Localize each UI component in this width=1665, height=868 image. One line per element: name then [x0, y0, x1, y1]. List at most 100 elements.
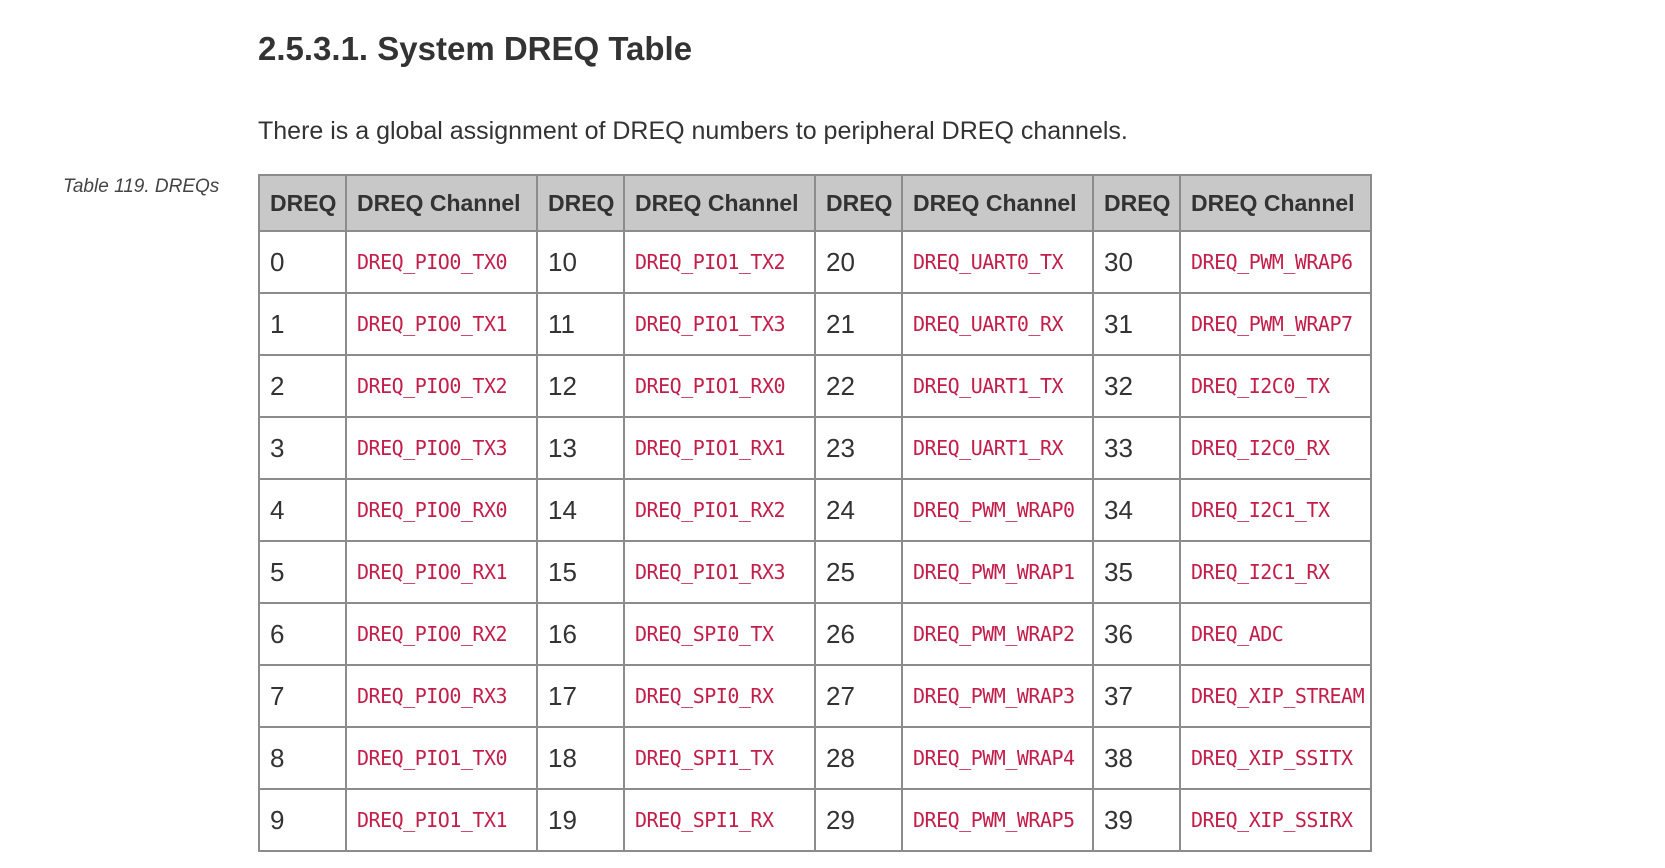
dreq-channel-cell: DREQ_PWM_WRAP7 [1179, 292, 1372, 356]
dreq-channel-cell: DREQ_UART1_TX [901, 354, 1094, 418]
table-row: 9 DREQ_PIO1_TX1 19 DREQ_SPI1_RX 29 DREQ_PWM_W… [258, 788, 1372, 852]
dreq-channel-cell: DREQ_PIO1_TX1 [345, 788, 538, 852]
dreq-number-cell: 39 [1092, 788, 1181, 852]
dreq-channel-cell: DREQ_XIP_STREAM [1179, 664, 1372, 728]
dreq-number-cell: 6 [258, 602, 347, 666]
dreq-channel-cell: DREQ_XIP_SSIRX [1179, 788, 1372, 852]
dreq-number-cell: 3 [258, 416, 347, 480]
dreq-channel-cell: DREQ_PWM_WRAP6 [1179, 230, 1372, 294]
dreq-number-cell: 23 [814, 416, 903, 480]
dreq-channel-cell: DREQ_ADC [1179, 602, 1372, 666]
header-dreq-channel: DREQ Channel [623, 174, 816, 232]
section-heading: 2.5.3.1. System DREQ Table [258, 30, 693, 67]
dreq-channel-cell: DREQ_PIO1_RX2 [623, 478, 816, 542]
dreq-number-cell: 38 [1092, 726, 1181, 790]
dreq-channel-cell: DREQ_UART1_RX [901, 416, 1094, 480]
dreq-number-cell: 35 [1092, 540, 1181, 604]
dreq-number-cell: 13 [536, 416, 625, 480]
dreq-channel-cell: DREQ_PWM_WRAP1 [901, 540, 1094, 604]
dreq-channel-cell: DREQ_PWM_WRAP5 [901, 788, 1094, 852]
dreq-channel-cell: DREQ_PIO1_TX0 [345, 726, 538, 790]
dreq-number-cell: 11 [536, 292, 625, 356]
dreq-channel-cell: DREQ_XIP_SSITX [1179, 726, 1372, 790]
dreq-channel-cell: DREQ_PWM_WRAP4 [901, 726, 1094, 790]
header-dreq: DREQ [258, 174, 347, 232]
header-dreq: DREQ [814, 174, 903, 232]
dreq-channel-cell: DREQ_PIO1_RX3 [623, 540, 816, 604]
table-row: 5 DREQ_PIO0_RX1 15 DREQ_PIO1_RX3 25 DREQ_PWM_… [258, 540, 1372, 604]
dreq-channel-cell: DREQ_I2C0_RX [1179, 416, 1372, 480]
header-dreq-channel: DREQ Channel [345, 174, 538, 232]
dreq-number-cell: 21 [814, 292, 903, 356]
dreq-number-cell: 10 [536, 230, 625, 294]
dreq-number-cell: 16 [536, 602, 625, 666]
table-row: 3 DREQ_PIO0_TX3 13 DREQ_PIO1_RX1 23 DREQ_UART… [258, 416, 1372, 480]
dreq-number-cell: 14 [536, 478, 625, 542]
header-dreq: DREQ [1092, 174, 1181, 232]
dreq-number-cell: 4 [258, 478, 347, 542]
dreq-channel-cell: DREQ_PIO1_RX0 [623, 354, 816, 418]
dreq-number-cell: 0 [258, 230, 347, 294]
dreq-number-cell: 37 [1092, 664, 1181, 728]
dreq-channel-cell: DREQ_UART0_TX [901, 230, 1094, 294]
dreq-channel-cell: DREQ_SPI0_TX [623, 602, 816, 666]
dreq-channel-cell: DREQ_PIO0_TX2 [345, 354, 538, 418]
dreq-number-cell: 34 [1092, 478, 1181, 542]
dreq-channel-cell: DREQ_UART0_RX [901, 292, 1094, 356]
dreq-number-cell: 9 [258, 788, 347, 852]
dreq-number-cell: 17 [536, 664, 625, 728]
dreq-channel-cell: DREQ_PIO1_TX2 [623, 230, 816, 294]
dreq-number-cell: 8 [258, 726, 347, 790]
dreq-channel-cell: DREQ_PIO0_TX3 [345, 416, 538, 480]
dreq-number-cell: 26 [814, 602, 903, 666]
dreq-number-cell: 7 [258, 664, 347, 728]
dreq-channel-cell: DREQ_PIO0_RX2 [345, 602, 538, 666]
table-row: 2 DREQ_PIO0_TX2 12 DREQ_PIO1_RX0 22 DREQ_UART… [258, 354, 1372, 418]
dreq-channel-cell: DREQ_SPI1_TX [623, 726, 816, 790]
table-row: 7 DREQ_PIO0_RX3 17 DREQ_SPI0_RX 27 DREQ_PWM_W… [258, 664, 1372, 728]
dreq-channel-cell: DREQ_PIO0_RX1 [345, 540, 538, 604]
dreq-number-cell: 29 [814, 788, 903, 852]
table-row: 8 DREQ_PIO1_TX0 18 DREQ_SPI1_TX 28 DREQ_PWM_W… [258, 726, 1372, 790]
dreq-table: DREQ DREQ Channel DREQ DREQ Channel DREQ… [258, 174, 1372, 852]
dreq-channel-cell: DREQ_I2C1_TX [1179, 478, 1372, 542]
dreq-number-cell: 27 [814, 664, 903, 728]
table-row: 4 DREQ_PIO0_RX0 14 DREQ_PIO1_RX2 24 DREQ_PWM_… [258, 478, 1372, 542]
dreq-number-cell: 18 [536, 726, 625, 790]
dreq-number-cell: 1 [258, 292, 347, 356]
dreq-number-cell: 19 [536, 788, 625, 852]
table-row: 1 DREQ_PIO0_TX1 11 DREQ_PIO1_TX3 21 DREQ_UART… [258, 292, 1372, 356]
dreq-number-cell: 31 [1092, 292, 1181, 356]
dreq-number-cell: 30 [1092, 230, 1181, 294]
table-body: 0 DREQ_PIO0_TX0 10 DREQ_PIO1_TX2 20 DREQ_UART… [258, 230, 1372, 852]
dreq-channel-cell: DREQ_PIO0_TX0 [345, 230, 538, 294]
dreq-channel-cell: DREQ_I2C0_TX [1179, 354, 1372, 418]
dreq-channel-cell: DREQ_SPI0_RX [623, 664, 816, 728]
dreq-channel-cell: DREQ_PWM_WRAP0 [901, 478, 1094, 542]
dreq-channel-cell: DREQ_SPI1_RX [623, 788, 816, 852]
dreq-channel-cell: DREQ_PIO0_RX0 [345, 478, 538, 542]
dreq-channel-cell: DREQ_PIO0_TX1 [345, 292, 538, 356]
dreq-number-cell: 20 [814, 230, 903, 294]
dreq-number-cell: 2 [258, 354, 347, 418]
table-row: 0 DREQ_PIO0_TX0 10 DREQ_PIO1_TX2 20 DREQ_UART… [258, 230, 1372, 294]
dreq-channel-cell: DREQ_PIO0_RX3 [345, 664, 538, 728]
dreq-number-cell: 33 [1092, 416, 1181, 480]
section-intro: There is a global assignment of DREQ num… [258, 117, 1128, 145]
dreq-number-cell: 36 [1092, 602, 1181, 666]
table-header-row: DREQ DREQ Channel DREQ DREQ Channel DREQ… [258, 174, 1372, 232]
table-caption: Table 119. DREQs [63, 176, 220, 197]
dreq-number-cell: 15 [536, 540, 625, 604]
dreq-number-cell: 32 [1092, 354, 1181, 418]
dreq-channel-cell: DREQ_PWM_WRAP2 [901, 602, 1094, 666]
dreq-channel-cell: DREQ_I2C1_RX [1179, 540, 1372, 604]
header-dreq: DREQ [536, 174, 625, 232]
dreq-number-cell: 22 [814, 354, 903, 418]
dreq-number-cell: 12 [536, 354, 625, 418]
dreq-number-cell: 28 [814, 726, 903, 790]
dreq-channel-cell: DREQ_PIO1_RX1 [623, 416, 816, 480]
dreq-number-cell: 24 [814, 478, 903, 542]
dreq-channel-cell: DREQ_PWM_WRAP3 [901, 664, 1094, 728]
header-dreq-channel: DREQ Channel [1179, 174, 1372, 232]
dreq-channel-cell: DREQ_PIO1_TX3 [623, 292, 816, 356]
